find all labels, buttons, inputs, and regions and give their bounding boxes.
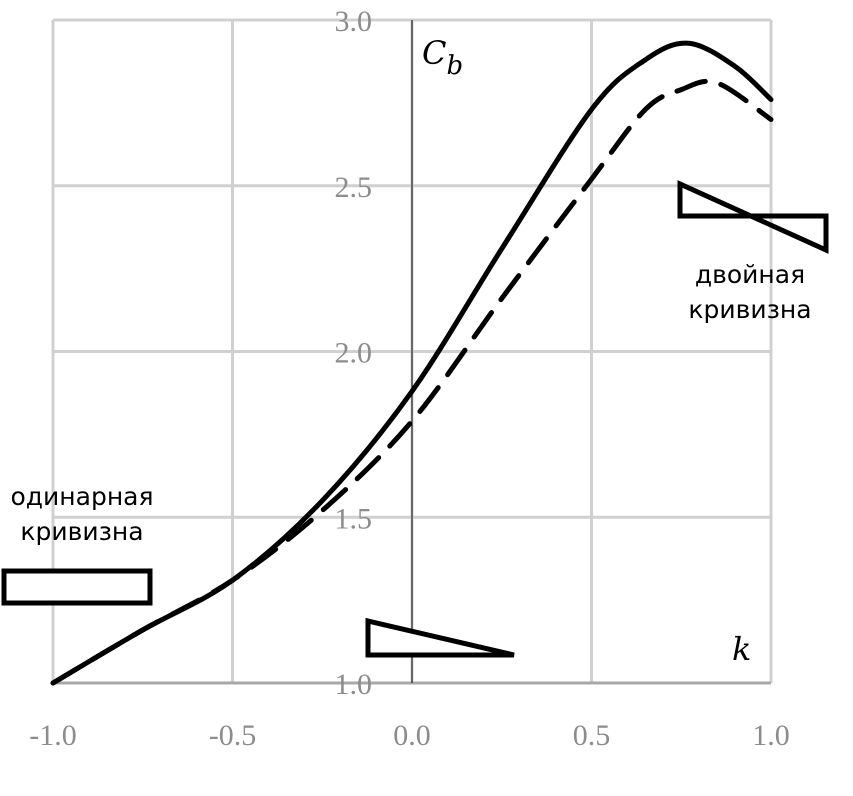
x-tick-label: 1.0 xyxy=(752,719,790,752)
series-group xyxy=(50,40,774,686)
x-tick-label: -1.0 xyxy=(29,719,77,752)
y-tick-label: 3.0 xyxy=(335,5,373,38)
y-tick-labels: 1.0 1.5 2.0 2.5 3.0 xyxy=(335,5,373,701)
single-curvature-label-line1: одинарная xyxy=(10,482,153,511)
x-axis-label: k xyxy=(732,630,751,668)
single-curvature-label-line2: кривизна xyxy=(20,517,143,546)
double-curvature-label-line1: двойная xyxy=(695,260,805,289)
x-tick-labels: -1.0 -0.5 0.0 0.5 1.0 xyxy=(29,719,790,752)
y-axis-label: Cb xyxy=(422,34,463,81)
y-tick-label: 1.5 xyxy=(335,502,373,535)
x-tick-label: 0.0 xyxy=(393,719,431,752)
x-tick-label: -0.5 xyxy=(209,719,257,752)
double-curvature-label-line2: кривизна xyxy=(688,295,811,324)
double-curvature-shape-icon xyxy=(677,180,829,254)
series-line-dashed xyxy=(50,78,774,686)
y-tick-label: 1.0 xyxy=(335,668,373,701)
x-tick-label: 0.5 xyxy=(573,719,611,752)
y-tick-label: 2.5 xyxy=(335,171,373,204)
single-curvature-rect-icon xyxy=(1,568,153,606)
wedge-triangle-icon xyxy=(365,617,515,658)
y-tick-label: 2.0 xyxy=(335,337,373,370)
